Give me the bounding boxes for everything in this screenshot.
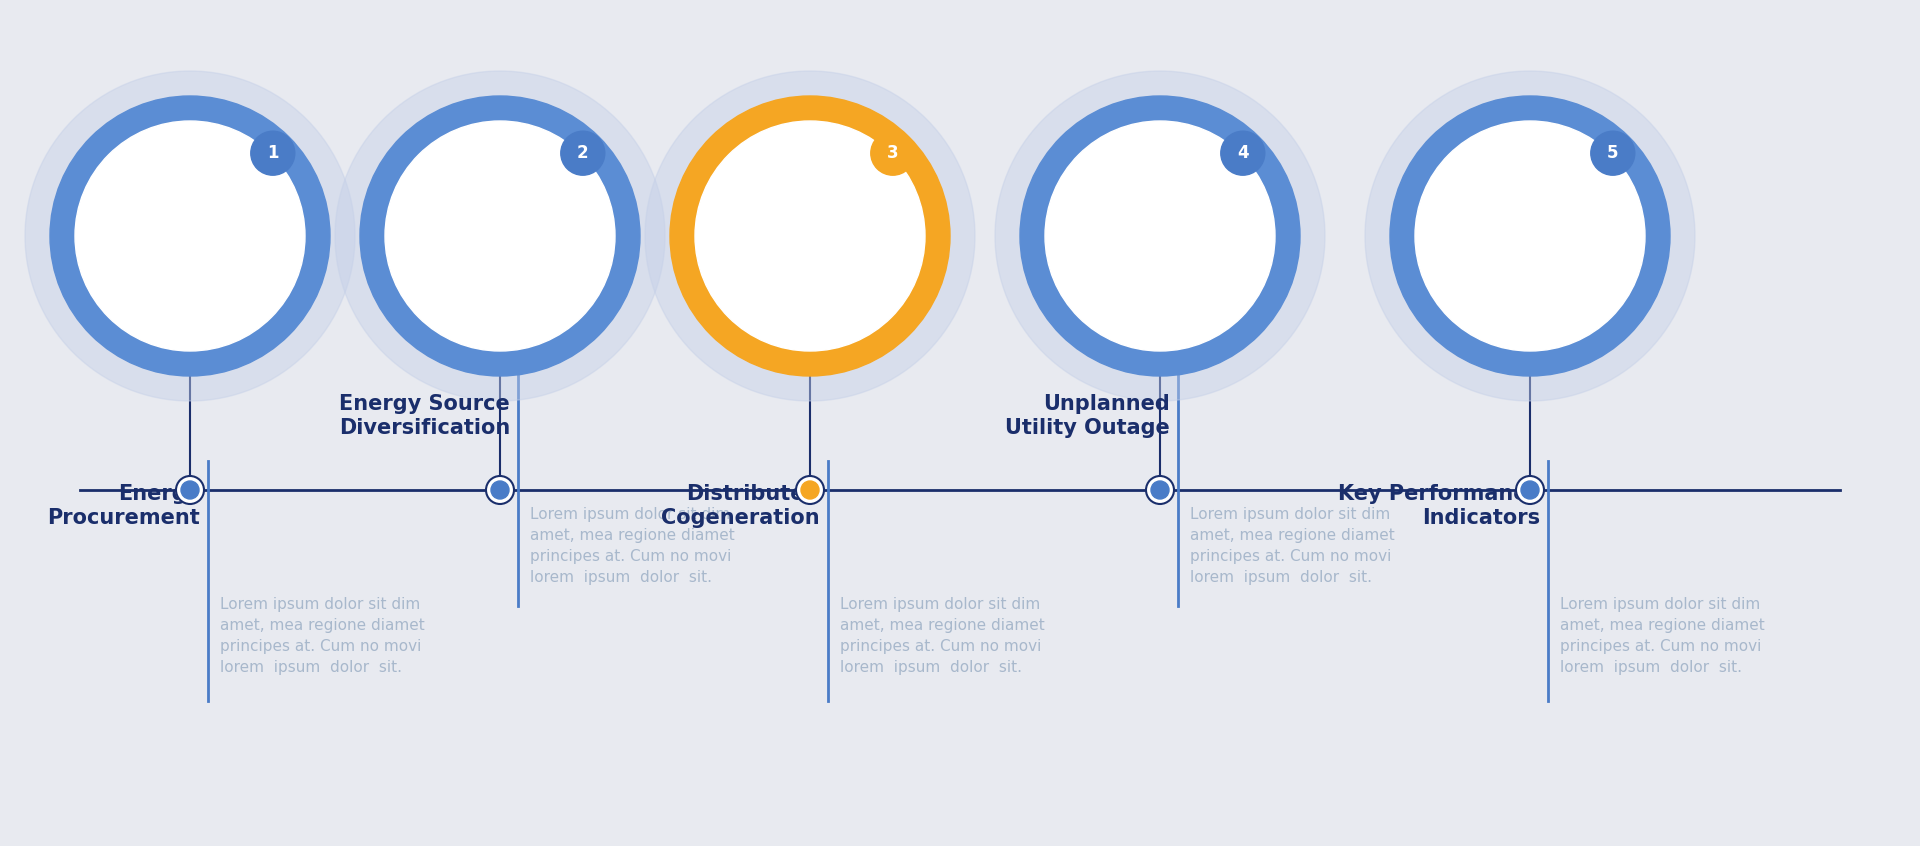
Circle shape: [1044, 121, 1275, 351]
Circle shape: [486, 476, 515, 504]
Circle shape: [645, 71, 975, 401]
Text: Unplanned
Utility Outage: Unplanned Utility Outage: [1006, 394, 1169, 437]
Circle shape: [177, 476, 204, 504]
Circle shape: [670, 96, 950, 376]
Circle shape: [25, 71, 355, 401]
Circle shape: [1415, 121, 1645, 351]
Circle shape: [180, 481, 200, 499]
Circle shape: [801, 481, 820, 499]
Circle shape: [50, 96, 330, 376]
Text: Energy
Procurement: Energy Procurement: [48, 485, 200, 528]
Circle shape: [1390, 96, 1670, 376]
Text: Distributed
Cogeneration: Distributed Cogeneration: [660, 485, 820, 528]
Circle shape: [872, 131, 914, 175]
Text: Lorem ipsum dolor sit dim
amet, mea regione diamet
principes at. Cum no movi
lor: Lorem ipsum dolor sit dim amet, mea regi…: [841, 597, 1044, 675]
Circle shape: [1521, 481, 1540, 499]
Text: Key Performance
Indicators: Key Performance Indicators: [1338, 485, 1540, 528]
Circle shape: [695, 121, 925, 351]
Circle shape: [334, 71, 664, 401]
Text: 2: 2: [578, 144, 589, 162]
Text: Lorem ipsum dolor sit dim
amet, mea regione diamet
principes at. Cum no movi
lor: Lorem ipsum dolor sit dim amet, mea regi…: [1190, 507, 1394, 585]
Circle shape: [252, 131, 296, 175]
Circle shape: [1221, 131, 1265, 175]
Circle shape: [995, 71, 1325, 401]
Circle shape: [1517, 476, 1544, 504]
Circle shape: [561, 131, 605, 175]
Circle shape: [386, 121, 614, 351]
Circle shape: [1020, 96, 1300, 376]
Circle shape: [797, 476, 824, 504]
Text: 1: 1: [267, 144, 278, 162]
Text: Lorem ipsum dolor sit dim
amet, mea regione diamet
principes at. Cum no movi
lor: Lorem ipsum dolor sit dim amet, mea regi…: [530, 507, 735, 585]
Text: 3: 3: [887, 144, 899, 162]
Text: 5: 5: [1607, 144, 1619, 162]
Circle shape: [1365, 71, 1695, 401]
Circle shape: [492, 481, 509, 499]
Circle shape: [1146, 476, 1173, 504]
Circle shape: [361, 96, 639, 376]
Text: 4: 4: [1236, 144, 1248, 162]
Circle shape: [1150, 481, 1169, 499]
Circle shape: [1592, 131, 1634, 175]
Text: Lorem ipsum dolor sit dim
amet, mea regione diamet
principes at. Cum no movi
lor: Lorem ipsum dolor sit dim amet, mea regi…: [1559, 597, 1764, 675]
Text: Lorem ipsum dolor sit dim
amet, mea regione diamet
principes at. Cum no movi
lor: Lorem ipsum dolor sit dim amet, mea regi…: [221, 597, 424, 675]
Text: Energy Source
Diversification: Energy Source Diversification: [338, 394, 511, 437]
Circle shape: [75, 121, 305, 351]
